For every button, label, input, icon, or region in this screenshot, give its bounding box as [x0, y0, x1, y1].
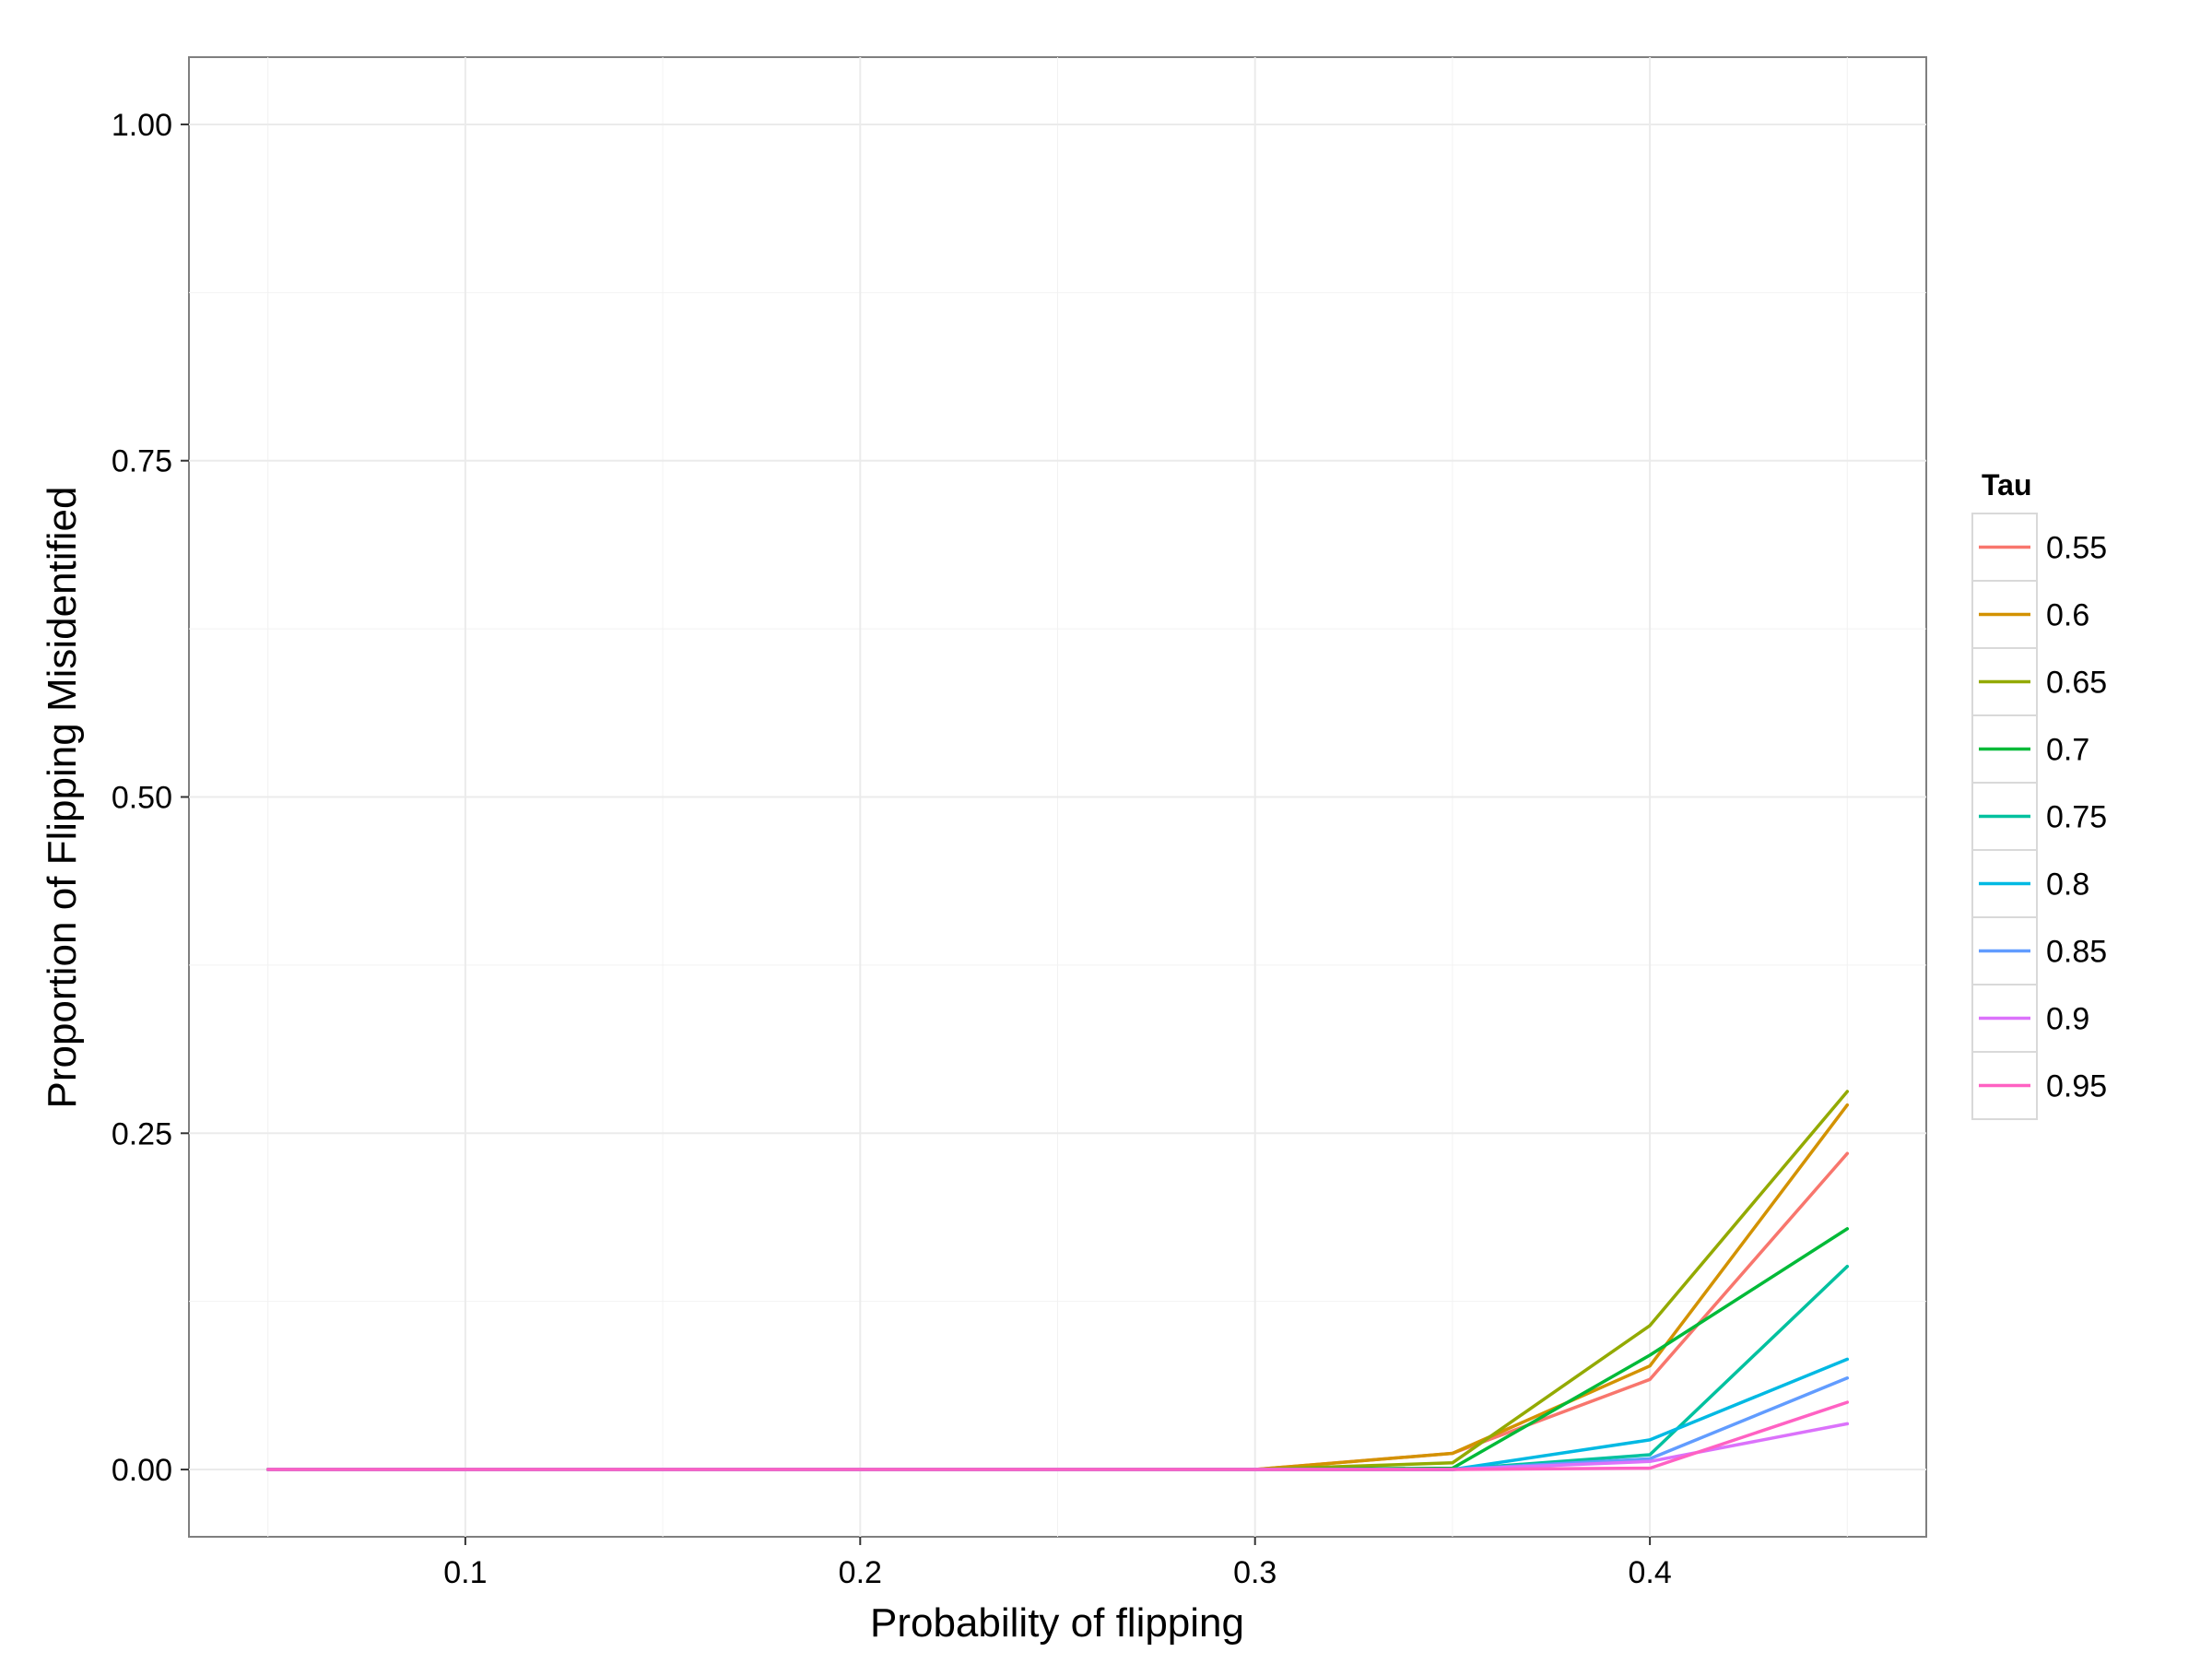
x-tick-label: 0.4 — [1628, 1555, 1671, 1590]
legend-label: 0.65 — [2046, 666, 2107, 701]
legend-label: 0.85 — [2046, 935, 2107, 970]
legend-label: 0.8 — [2046, 867, 2089, 903]
x-tick-label: 0.2 — [839, 1555, 882, 1590]
legend-label: 0.55 — [2046, 531, 2107, 566]
series-line-tau-0.95 — [265, 1400, 1850, 1471]
series-lines — [265, 1090, 1850, 1471]
legend-label: 0.95 — [2046, 1069, 2107, 1104]
y-tick-label: 0.25 — [112, 1116, 172, 1151]
y-tick-label: 0.50 — [112, 781, 172, 816]
legend-label: 0.9 — [2046, 1002, 2089, 1037]
legend-label: 0.75 — [2046, 800, 2107, 835]
legend-label: 0.6 — [2046, 598, 2089, 633]
legend-title: Tau — [1982, 468, 2032, 502]
y-tick-label: 1.00 — [112, 108, 172, 143]
legend-label: 0.7 — [2046, 733, 2089, 768]
x-axis-title: Probability of flipping — [870, 1600, 1244, 1646]
x-tick-label: 0.1 — [443, 1555, 487, 1590]
legend: Tau 0.55 0.6 0.65 0.7 0.75 0.8 0.85 0.9 0.95 — [1971, 468, 2107, 1120]
x-tick-label: 0.3 — [1233, 1555, 1277, 1590]
y-axis: 0.00 0.25 0.50 0.75 1.00 — [112, 108, 189, 1488]
y-axis-title: Proportion of Flipping Misidentified — [40, 486, 85, 1108]
y-tick-label: 0.75 — [112, 444, 172, 479]
x-axis: 0.1 0.2 0.3 0.4 — [443, 1537, 1672, 1590]
y-tick-label: 0.00 — [112, 1453, 172, 1488]
